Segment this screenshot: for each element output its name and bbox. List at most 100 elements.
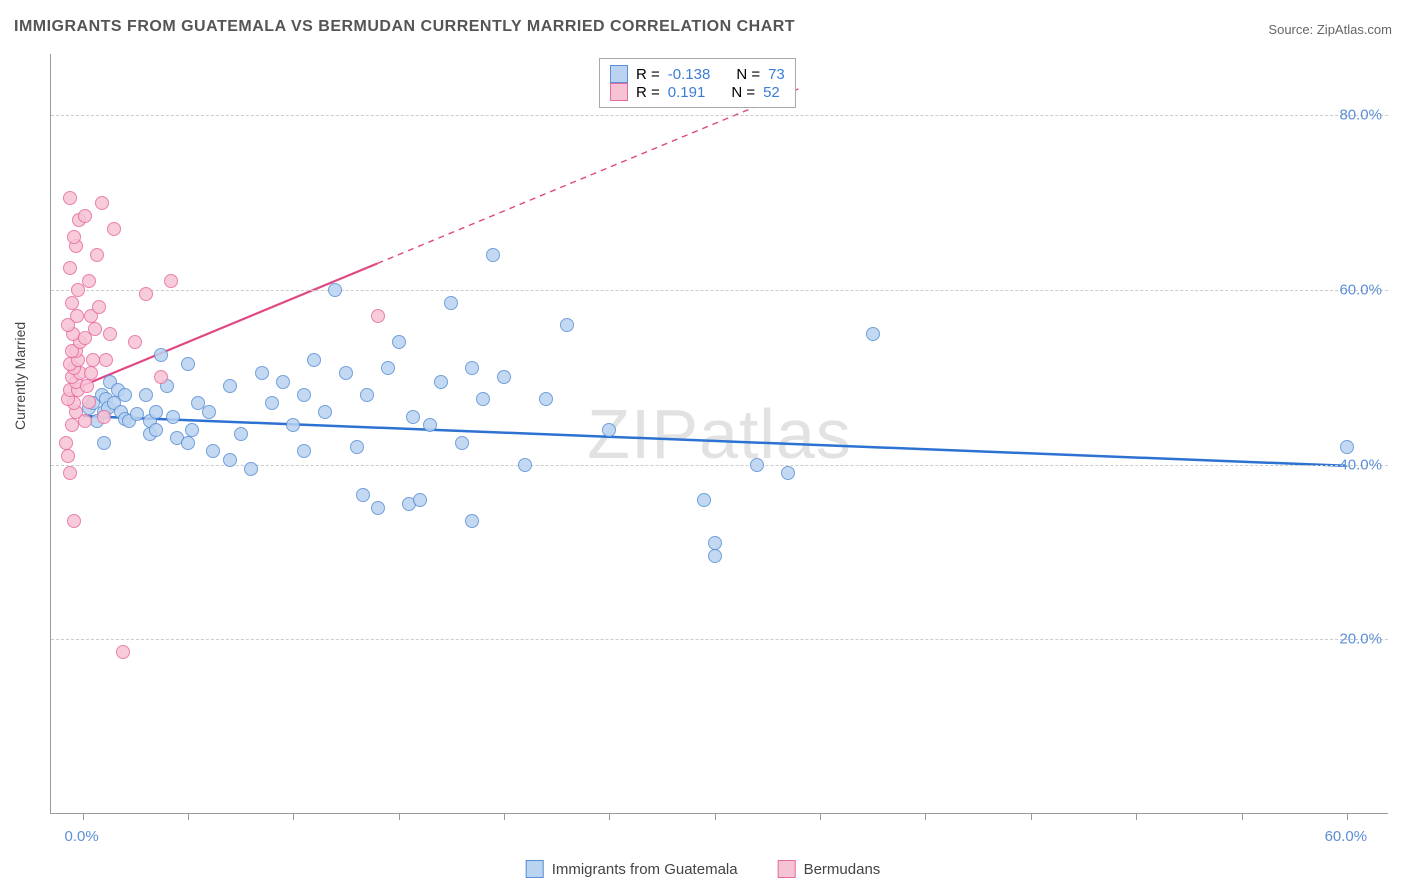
data-point-bermudans — [70, 309, 84, 323]
data-point-guatemala — [1340, 440, 1354, 454]
data-point-guatemala — [149, 423, 163, 437]
data-point-guatemala — [202, 405, 216, 419]
data-point-guatemala — [392, 335, 406, 349]
data-point-guatemala — [434, 375, 448, 389]
data-point-guatemala — [286, 418, 300, 432]
data-point-bermudans — [128, 335, 142, 349]
data-point-guatemala — [223, 379, 237, 393]
data-point-bermudans — [63, 466, 77, 480]
data-point-bermudans — [154, 370, 168, 384]
data-point-guatemala — [244, 462, 258, 476]
x-tick — [504, 813, 505, 820]
data-point-bermudans — [97, 410, 111, 424]
data-point-bermudans — [92, 300, 106, 314]
data-point-bermudans — [78, 209, 92, 223]
data-point-bermudans — [88, 322, 102, 336]
data-point-bermudans — [82, 274, 96, 288]
data-point-guatemala — [781, 466, 795, 480]
n-value-guatemala: 73 — [768, 66, 785, 83]
data-point-bermudans — [95, 196, 109, 210]
r-value-guatemala: -0.138 — [668, 66, 711, 83]
x-tick — [1136, 813, 1137, 820]
swatch-guatemala — [610, 65, 628, 83]
data-point-guatemala — [166, 410, 180, 424]
data-point-guatemala — [328, 283, 342, 297]
y-tick-label: 20.0% — [1339, 631, 1382, 648]
data-point-bermudans — [84, 366, 98, 380]
data-point-guatemala — [339, 366, 353, 380]
legend-label-bermudans: Bermudans — [804, 861, 881, 878]
n-label: N = — [736, 66, 760, 83]
data-point-guatemala — [185, 423, 199, 437]
legend-row-guatemala: R = -0.138 N = 73 — [610, 65, 785, 83]
x-tick-label: 0.0% — [64, 828, 98, 845]
data-point-bermudans — [82, 395, 96, 409]
data-point-guatemala — [307, 353, 321, 367]
data-point-guatemala — [465, 361, 479, 375]
legend-label-guatemala: Immigrants from Guatemala — [552, 861, 738, 878]
data-point-guatemala — [97, 436, 111, 450]
data-point-bermudans — [139, 287, 153, 301]
gridline — [51, 639, 1388, 640]
swatch-bermudans — [778, 860, 796, 878]
data-point-guatemala — [265, 396, 279, 410]
plot-area: ZIPatlas 20.0%40.0%60.0%80.0% — [50, 54, 1388, 814]
y-tick-label: 80.0% — [1339, 107, 1382, 124]
data-point-guatemala — [697, 493, 711, 507]
data-point-bermudans — [80, 379, 94, 393]
data-point-bermudans — [65, 296, 79, 310]
chart-title: IMMIGRANTS FROM GUATEMALA VS BERMUDAN CU… — [14, 18, 795, 36]
data-point-guatemala — [139, 388, 153, 402]
x-tick — [1347, 813, 1348, 820]
swatch-guatemala — [526, 860, 544, 878]
n-value-bermudans: 52 — [763, 84, 780, 101]
data-point-bermudans — [61, 449, 75, 463]
r-label: R = — [636, 84, 660, 101]
gridline — [51, 115, 1388, 116]
data-point-guatemala — [708, 549, 722, 563]
data-point-guatemala — [297, 388, 311, 402]
data-point-guatemala — [413, 493, 427, 507]
data-point-bermudans — [63, 191, 77, 205]
chart-container: IMMIGRANTS FROM GUATEMALA VS BERMUDAN CU… — [0, 0, 1406, 892]
series-legend: Immigrants from Guatemala Bermudans — [526, 860, 881, 878]
data-point-guatemala — [560, 318, 574, 332]
data-point-bermudans — [107, 222, 121, 236]
data-point-guatemala — [381, 361, 395, 375]
data-point-bermudans — [164, 274, 178, 288]
data-point-guatemala — [539, 392, 553, 406]
data-point-guatemala — [255, 366, 269, 380]
data-point-guatemala — [276, 375, 290, 389]
x-tick — [715, 813, 716, 820]
x-tick — [609, 813, 610, 820]
data-point-bermudans — [67, 230, 81, 244]
data-point-guatemala — [223, 453, 237, 467]
x-tick — [399, 813, 400, 820]
data-point-guatemala — [423, 418, 437, 432]
data-point-bermudans — [59, 436, 73, 450]
y-tick-label: 60.0% — [1339, 281, 1382, 298]
x-tick — [188, 813, 189, 820]
data-point-guatemala — [444, 296, 458, 310]
data-point-guatemala — [149, 405, 163, 419]
source-attribution: Source: ZipAtlas.com — [1268, 22, 1392, 37]
legend-item-guatemala: Immigrants from Guatemala — [526, 860, 738, 878]
data-point-guatemala — [518, 458, 532, 472]
data-point-bermudans — [63, 261, 77, 275]
gridline — [51, 290, 1388, 291]
data-point-bermudans — [90, 248, 104, 262]
r-value-bermudans: 0.191 — [668, 84, 706, 101]
source-label: Source: — [1268, 22, 1313, 37]
n-label: N = — [731, 84, 755, 101]
watermark: ZIPatlas — [587, 394, 852, 474]
source-name: ZipAtlas.com — [1317, 22, 1392, 37]
swatch-bermudans — [610, 83, 628, 101]
x-tick — [1242, 813, 1243, 820]
data-point-guatemala — [118, 388, 132, 402]
data-point-guatemala — [318, 405, 332, 419]
data-point-guatemala — [406, 410, 420, 424]
data-point-guatemala — [602, 423, 616, 437]
data-point-guatemala — [497, 370, 511, 384]
x-tick — [1031, 813, 1032, 820]
data-point-guatemala — [356, 488, 370, 502]
